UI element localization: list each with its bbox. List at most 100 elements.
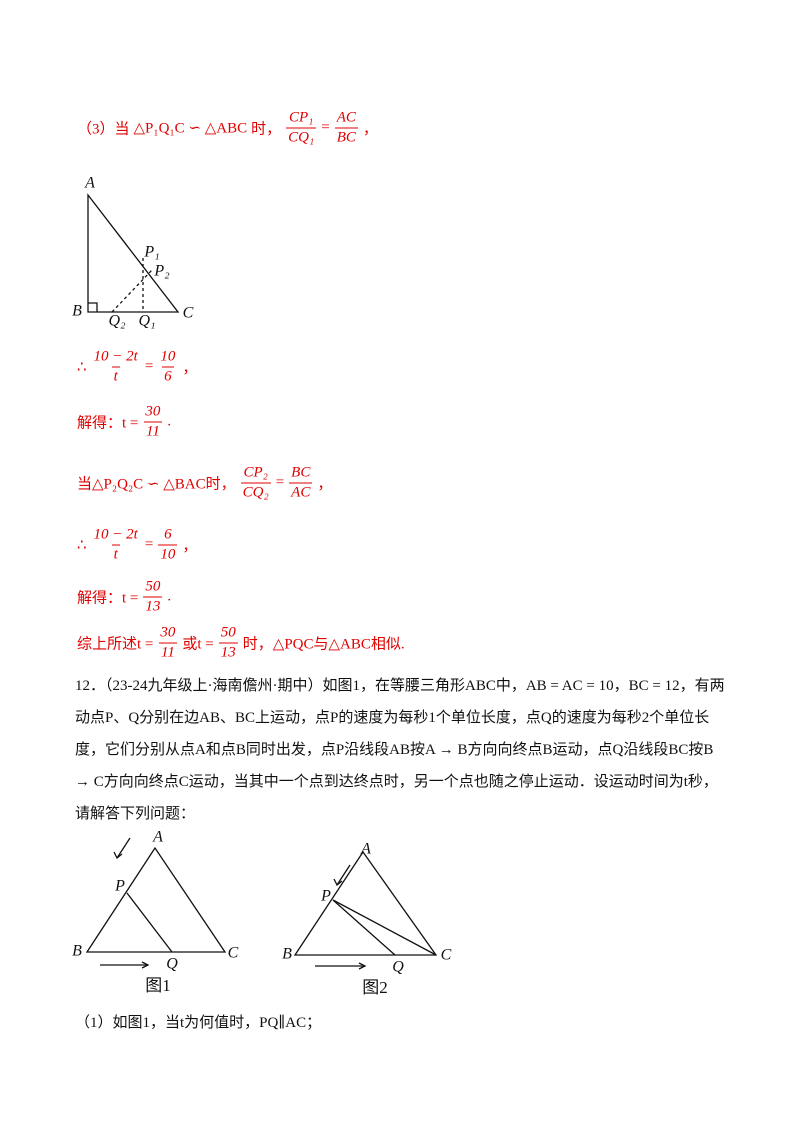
solution-line: ∴ 10 − 2t t = 6 10， [75, 526, 199, 565]
text: = [275, 474, 285, 491]
denominator: CQ₁ [286, 127, 317, 146]
solution-line: 综上所述t = 30 11 或t = 50 13 时，△PQC与△ABC相似. [75, 624, 407, 663]
fraction: CP₂ CQ₂ [240, 464, 271, 503]
fraction: BC AC [289, 464, 313, 503]
text: ， [182, 538, 198, 555]
denominator: BC [334, 127, 358, 146]
fraction: 10 − 2t t [92, 526, 140, 565]
text: . [167, 413, 172, 430]
denominator: 6 [162, 366, 174, 385]
figure-label: B [72, 303, 82, 320]
denominator: 13 [218, 642, 238, 661]
fraction: AC BC [334, 109, 358, 148]
right-angle [88, 302, 98, 312]
text: （3）当 [77, 121, 130, 138]
fraction: 6 10 [158, 526, 178, 565]
denominator: 11 [158, 642, 177, 661]
text: = [144, 358, 154, 375]
numerator: 10 − 2t [93, 348, 138, 365]
problem-text: 12．（23-24九年级上·海南儋州·期中）如图1，在等腰三角形ABC中，AB … [75, 678, 725, 822]
figure-label: Q₁ [138, 313, 155, 330]
triangle [87, 193, 180, 313]
numerator: 50 [220, 624, 236, 641]
text: 解得：t = [77, 590, 139, 607]
fraction: 50 13 [143, 578, 163, 617]
numerator: 30 [160, 624, 176, 641]
figure-label: P [114, 878, 125, 895]
solution-line: 当△P₂Q₂C ∽ △BAC时， CP₂ CQ₂ = BC AC， [75, 464, 334, 503]
denominator: t [111, 366, 120, 385]
solution-line: 解得：t = 50 13. [75, 578, 173, 617]
text: ∴ [77, 359, 87, 376]
text: . [167, 588, 172, 605]
text: 时，△PQC与△ABC相似. [242, 636, 405, 653]
numerator: AC [336, 109, 356, 126]
figure-label: A [84, 175, 95, 192]
fraction: 10 6 [158, 348, 177, 387]
text: ， [317, 476, 333, 493]
text: = [144, 536, 154, 553]
figure-label: P [320, 888, 331, 905]
denominator: t [111, 544, 120, 563]
figure-label: Q [166, 956, 178, 973]
figure-label: B [282, 946, 292, 963]
arrow-head [358, 962, 367, 970]
denominator: 11 [143, 421, 162, 440]
segment [332, 899, 396, 956]
text: 或t = [182, 636, 214, 653]
numerator: 30 [145, 403, 161, 420]
arrow [336, 864, 351, 886]
arrow-head [333, 878, 343, 887]
figure-label: A [152, 829, 163, 846]
numerator: 10 [160, 348, 176, 365]
numerator: 6 [164, 526, 172, 543]
arrow [116, 837, 131, 859]
triangle [293, 850, 438, 956]
figure-label: 图1 [145, 976, 171, 995]
text: 解得：t = [77, 415, 139, 432]
text: ， [182, 360, 198, 377]
figure-label: C [183, 305, 194, 322]
figure-label: Q [392, 959, 404, 976]
figure-label: Q₂ [108, 313, 126, 330]
figure-label: B [72, 943, 82, 960]
fraction: 30 11 [158, 624, 177, 663]
denominator: 10 [158, 544, 178, 563]
text: 时， [251, 121, 282, 138]
denominator: AC [289, 482, 313, 501]
solution-line: ∴ 10 − 2t t = 10 6， [75, 348, 199, 387]
segment [332, 899, 437, 956]
question: （1）如图1，当t为何值时，PQ∥AC； [75, 1015, 322, 1031]
figure-label: A [360, 841, 371, 858]
dashed-line [111, 269, 153, 313]
fraction: 10 − 2t t [92, 348, 140, 387]
text: ∴ [77, 537, 87, 554]
numerator: CP₁ [288, 109, 314, 126]
arrow-head [113, 851, 123, 860]
numerator: 50 [145, 578, 161, 595]
text: = [321, 119, 330, 136]
denominator: CQ₂ [240, 482, 271, 501]
figure-label: C [228, 945, 239, 962]
solution-line: （3）当 △P₁Q₁C ∽ △ABC 时， CP₁ CQ₁ = AC BC， [75, 109, 380, 148]
fraction: CP₁ CQ₁ [286, 109, 317, 148]
text: ， [362, 121, 378, 138]
triangle [85, 846, 227, 953]
arrow-head [141, 961, 150, 969]
text: 当△P₂Q₂C ∽ △BAC时， [77, 476, 236, 493]
segment [126, 892, 173, 953]
figure-label: 图2 [362, 978, 388, 997]
fraction: 30 11 [143, 403, 162, 442]
figure-label: P₂ [153, 263, 170, 280]
numerator: BC [291, 464, 311, 481]
denominator: 13 [143, 596, 163, 615]
numerator: 10 − 2t [93, 526, 138, 543]
numerator: CP₂ [243, 464, 268, 481]
solution-line: 解得：t = 30 11. [75, 403, 173, 442]
fraction: 50 13 [218, 624, 238, 663]
figure-label: C [441, 947, 452, 964]
text: △P₁Q₁C ∽ △ABC [133, 120, 248, 137]
text: 综上所述t = [77, 636, 154, 653]
